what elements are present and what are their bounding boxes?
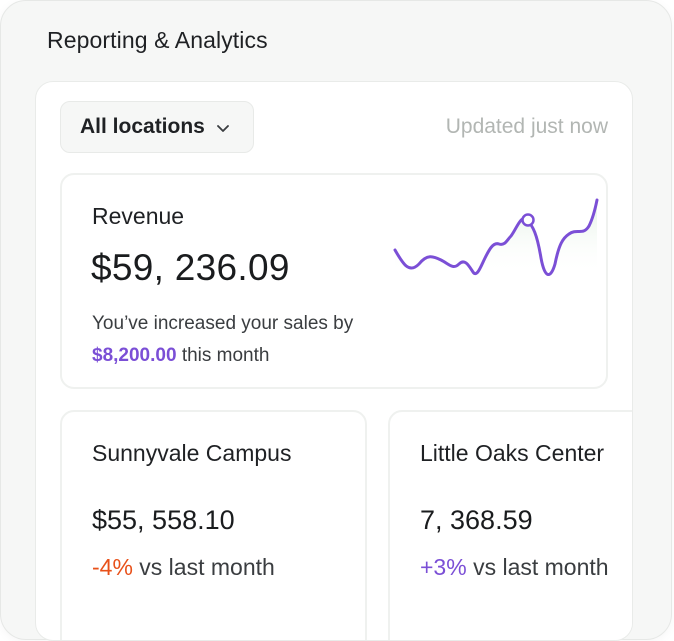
location-amount: $55, 558.10 [92, 505, 235, 535]
revenue-message-suffix: this month [181, 345, 270, 366]
location-name: Little Oaks Center [420, 440, 605, 466]
location-filter-label: All locations [80, 115, 205, 138]
location-name: Sunnyvale Campus [92, 440, 292, 466]
revenue-card[interactable]: Revenue $59, 236.09 You’ve increased you… [60, 173, 608, 389]
change-percent: -4% [92, 554, 133, 580]
panel-title: Reporting & Analytics [47, 27, 268, 53]
change-suffix: vs last month [139, 554, 275, 580]
location-card-little-oaks[interactable]: Little Oaks Center 7, 368.59 +3% vs last… [388, 410, 632, 640]
change-percent: +3% [420, 554, 467, 580]
location-amount: 7, 368.59 [420, 505, 533, 535]
revenue-message: You’ve increased your sales by [92, 313, 354, 334]
revenue-title: Revenue [92, 203, 185, 229]
location-filter-dropdown[interactable]: All locations [60, 101, 254, 153]
chevron-down-icon [216, 125, 229, 132]
change-suffix: vs last month [473, 554, 609, 580]
location-comparison: -4% vs last month [92, 554, 275, 581]
sparkline-marker[interactable] [521, 213, 535, 227]
analytics-content: All locations Updated just now Revenue $… [35, 81, 633, 641]
location-comparison: +3% vs last month [420, 554, 609, 581]
revenue-sparkline [393, 198, 599, 276]
location-card-sunnyvale[interactable]: Sunnyvale Campus $55, 558.10 -4% vs last… [60, 410, 367, 640]
revenue-message-line2: $8,200.00 this month [92, 345, 269, 367]
revenue-amount: $59, 236.09 [91, 247, 290, 288]
revenue-increase-amount: $8,200.00 [92, 345, 177, 366]
sparkline-line [393, 198, 599, 276]
updated-status: Updated just now [445, 115, 608, 138]
